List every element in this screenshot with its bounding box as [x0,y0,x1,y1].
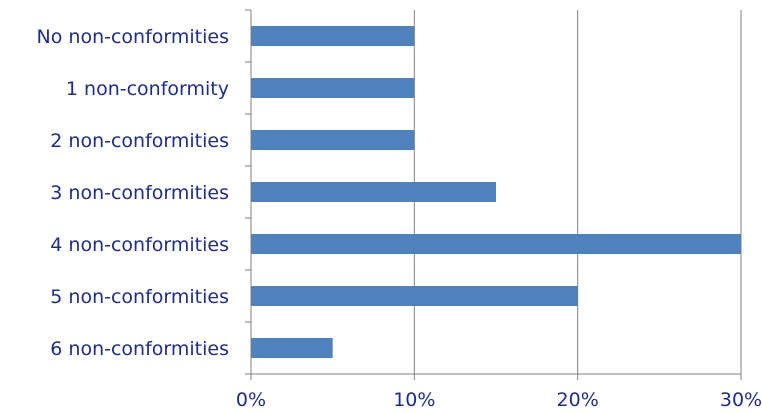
axes [245,9,742,380]
category-label: 3 non-conformities [50,182,229,204]
x-tick-label: 30% [720,389,762,411]
bar [251,286,578,306]
category-label: 4 non-conformities [50,234,229,256]
x-tick-label: 0% [236,389,266,411]
bar [251,182,496,202]
category-label: 1 non-conformity [66,78,229,100]
labels: 0% 10% 20% 30% No non-conformities 1 non-conf… [37,26,762,411]
bar [251,78,415,98]
bar [251,26,415,46]
category-label: 5 non-conformities [50,286,229,308]
x-tick-label: 20% [557,389,599,411]
bar [251,338,333,358]
category-label: 2 non-conformities [50,130,229,152]
bars [251,26,741,358]
bar [251,234,741,254]
x-tick-label: 10% [393,389,435,411]
category-label: 6 non-conformities [50,338,229,360]
bar [251,130,415,150]
category-label: No non-conformities [37,26,229,48]
